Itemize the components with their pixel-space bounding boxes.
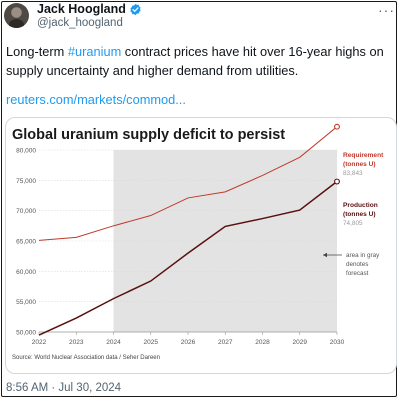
production-end-value: 74,805 — [343, 220, 363, 227]
tweet-text: Long-term #uranium contract prices have … — [6, 42, 394, 80]
requirement-line — [38, 126, 338, 241]
y-tick-label: 55,000 — [16, 299, 36, 306]
article-link[interactable]: reuters.com/markets/commod... — [6, 92, 186, 107]
x-tick-label: 2022 — [32, 339, 47, 346]
avatar[interactable] — [4, 3, 29, 28]
production-line — [38, 180, 338, 336]
timestamp[interactable]: 8:56 AM · Jul 30, 2024 — [6, 382, 122, 394]
annotation-text: forecast — [346, 270, 369, 277]
x-tick-label: 2029 — [293, 339, 308, 346]
hashtag-link[interactable]: #uranium — [67, 44, 122, 59]
chart-card[interactable]: Global uranium supply deficit to persist… — [5, 117, 397, 374]
tweet-text-after: contract prices have hit over 16-year hi… — [6, 44, 384, 78]
more-icon[interactable]: ··· — [378, 2, 395, 18]
chart-title: Global uranium supply deficit to persist — [12, 127, 286, 143]
requirement-label-unit: (tonnes U) — [343, 161, 376, 168]
x-tick-label: 2023 — [69, 339, 84, 346]
requirement-end-point — [334, 123, 340, 130]
requirement-end-value: 83,843 — [343, 170, 363, 177]
requirement-label: Requirement — [343, 152, 384, 159]
author-name[interactable]: Jack Hoogland — [37, 2, 126, 16]
annotation-arrowhead — [323, 252, 327, 258]
x-tick-label: 2028 — [255, 339, 270, 346]
y-tick-label: 60,000 — [16, 269, 36, 276]
x-tick-label: 2025 — [144, 339, 159, 346]
x-tick-label: 2024 — [106, 339, 121, 346]
production-label: Production — [343, 202, 378, 209]
y-tick-label: 65,000 — [16, 239, 36, 246]
x-tick-label: 2026 — [181, 339, 196, 346]
production-label-unit: (tonnes U) — [343, 211, 376, 218]
y-tick-label: 80,000 — [16, 148, 36, 155]
annotation-text: area in gray — [346, 252, 380, 259]
author-handle[interactable]: @jack_hoogland — [37, 17, 123, 29]
annotation-text: denotes — [346, 261, 368, 268]
y-tick-label: 70,000 — [16, 208, 36, 215]
production-end-point — [334, 178, 340, 185]
x-tick-label: 2027 — [218, 339, 233, 346]
tweet-text-before: Long-term — [6, 44, 68, 59]
y-tick-label: 50,000 — [16, 330, 36, 337]
x-tick-label: 2030 — [330, 339, 345, 346]
author-row: Jack Hoogland — [37, 2, 142, 17]
chart-source: Source: World Nuclear Association data /… — [12, 355, 160, 361]
y-tick-label: 75,000 — [16, 178, 36, 185]
chart-svg: 50,000 55,000 60,000 65,000 70,000 75,000 80,0… — [12, 123, 384, 361]
verified-badge-icon — [130, 3, 141, 16]
